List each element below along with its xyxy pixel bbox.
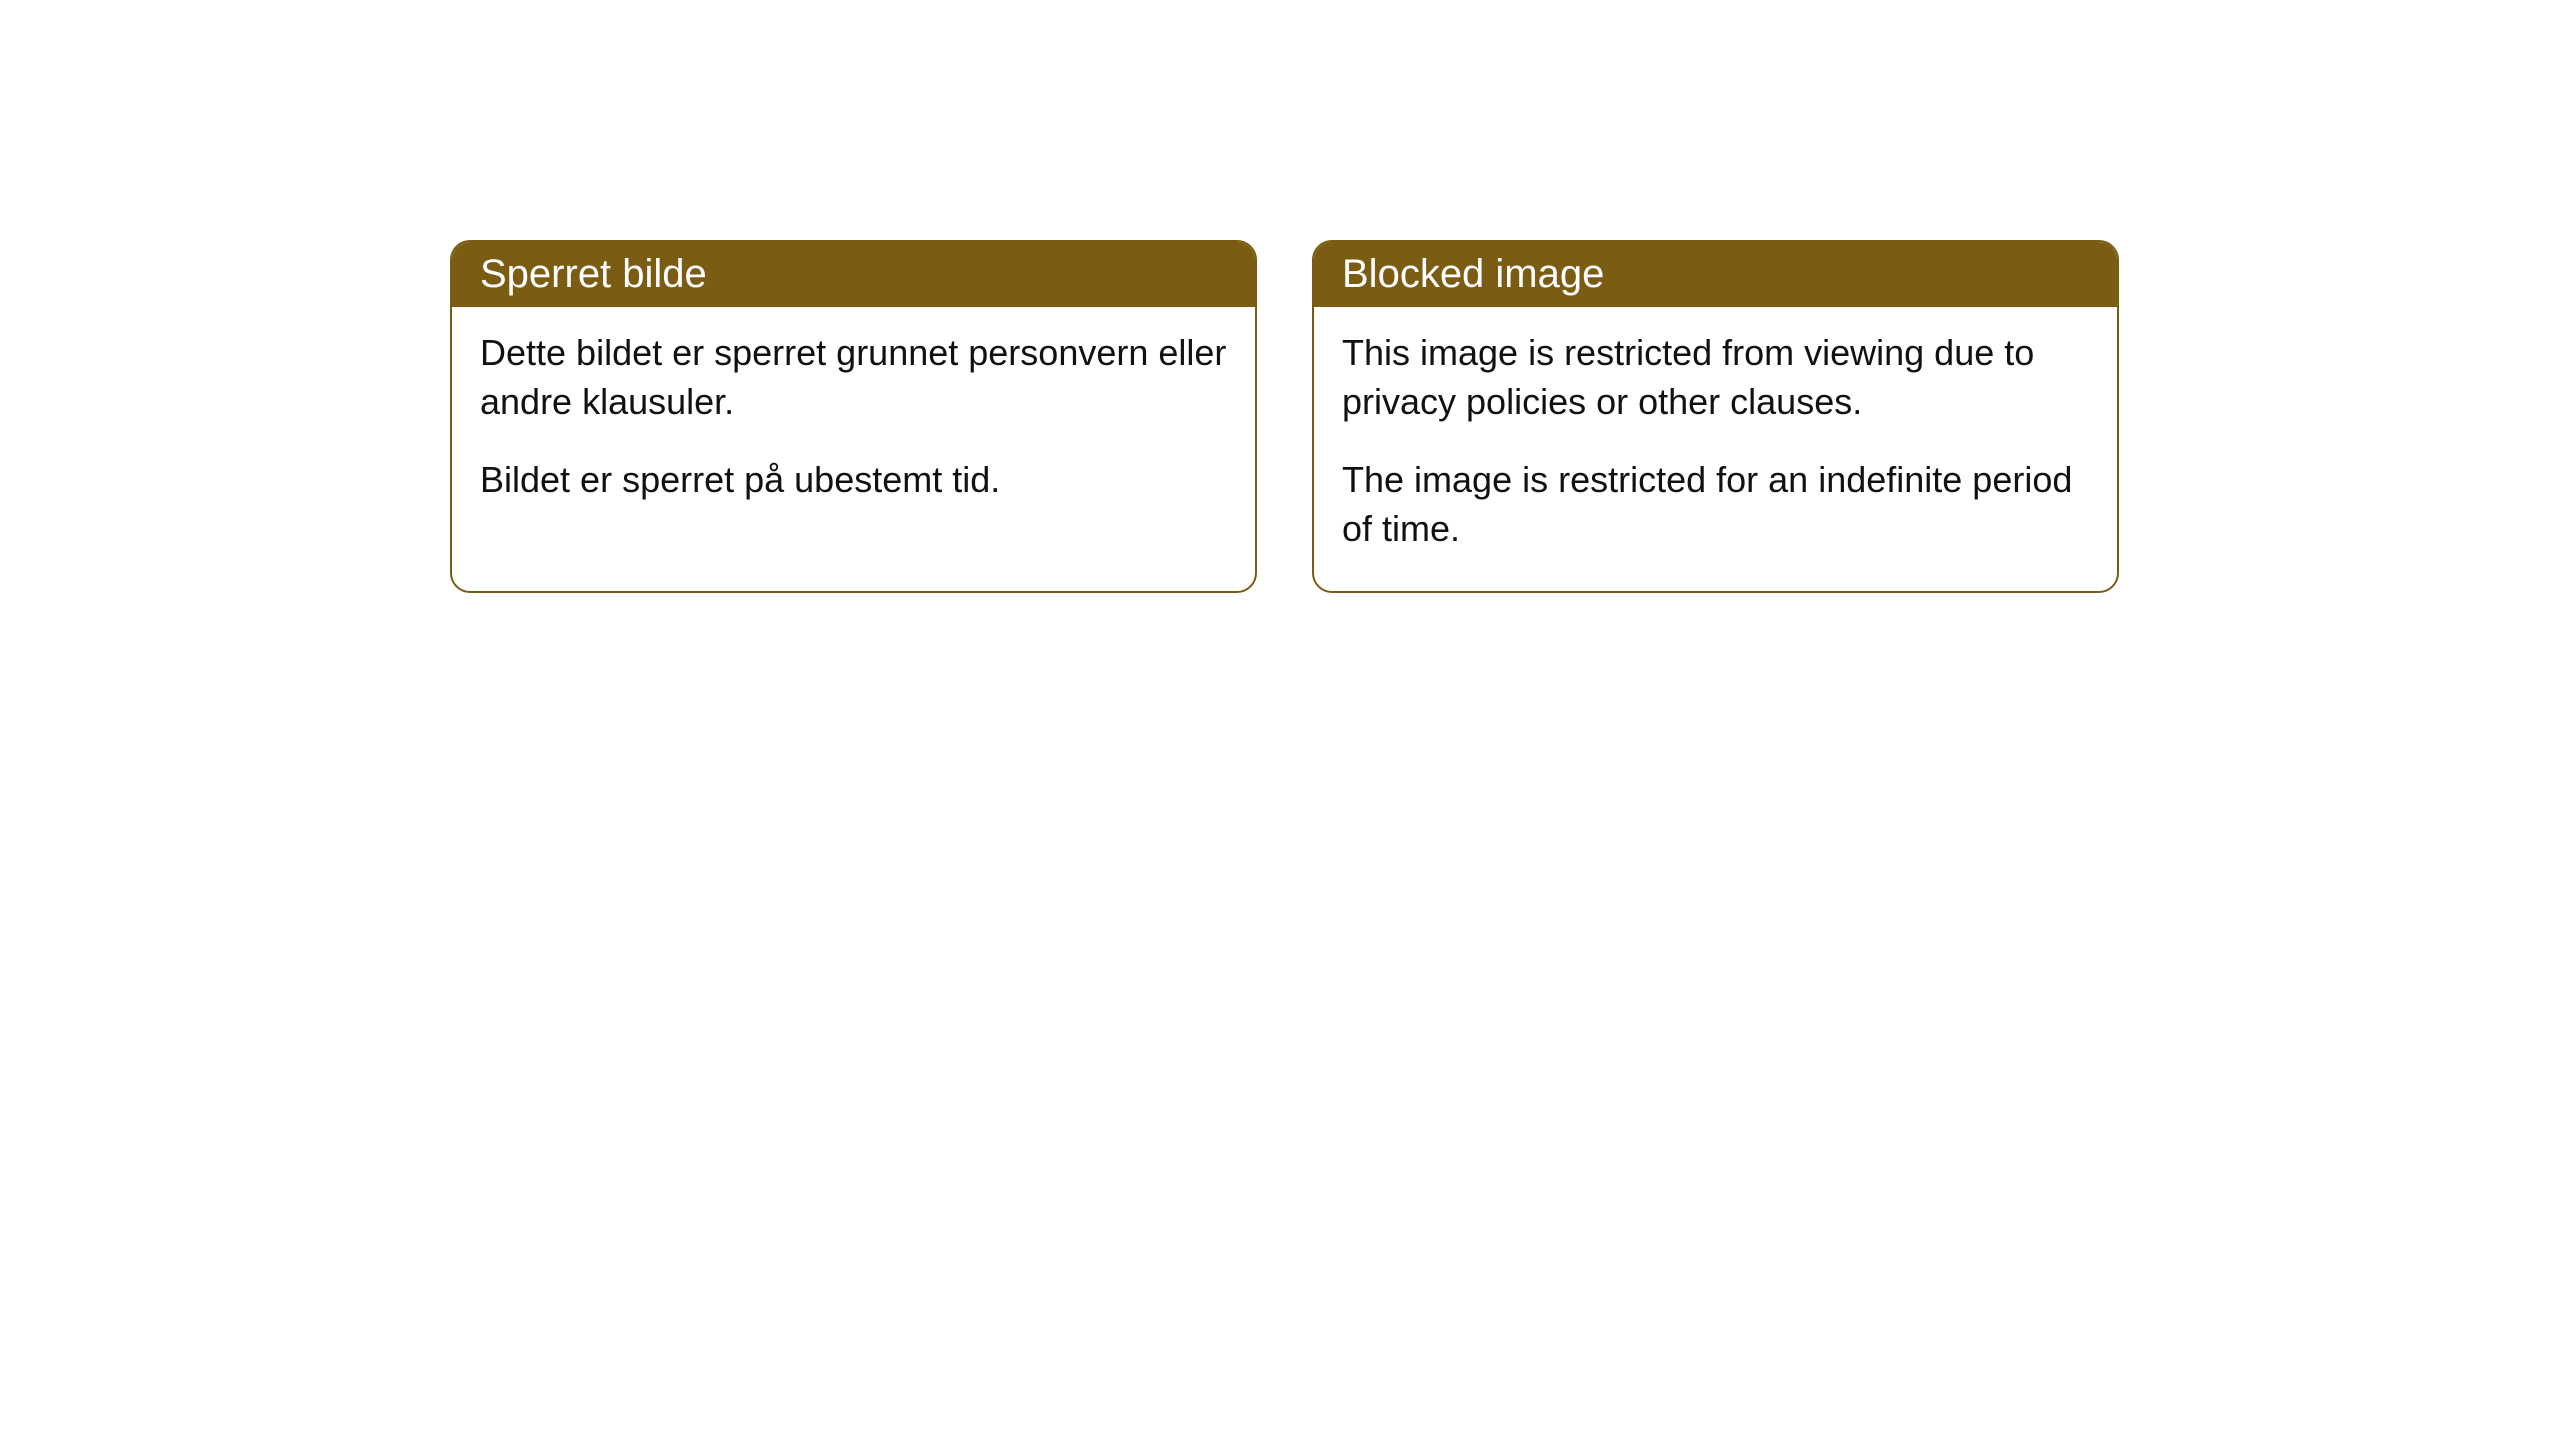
notice-header-norwegian: Sperret bilde: [452, 242, 1255, 307]
notice-card-norwegian: Sperret bilde Dette bildet er sperret gr…: [450, 240, 1257, 593]
notice-header-english: Blocked image: [1314, 242, 2117, 307]
notice-text-norwegian-2: Bildet er sperret på ubestemt tid.: [480, 456, 1227, 505]
notice-body-norwegian: Dette bildet er sperret grunnet personve…: [452, 307, 1255, 543]
notice-card-english: Blocked image This image is restricted f…: [1312, 240, 2119, 593]
notice-text-english-2: The image is restricted for an indefinit…: [1342, 456, 2089, 553]
notice-container: Sperret bilde Dette bildet er sperret gr…: [450, 240, 2560, 593]
notice-text-english-1: This image is restricted from viewing du…: [1342, 329, 2089, 426]
notice-body-english: This image is restricted from viewing du…: [1314, 307, 2117, 591]
notice-text-norwegian-1: Dette bildet er sperret grunnet personve…: [480, 329, 1227, 426]
